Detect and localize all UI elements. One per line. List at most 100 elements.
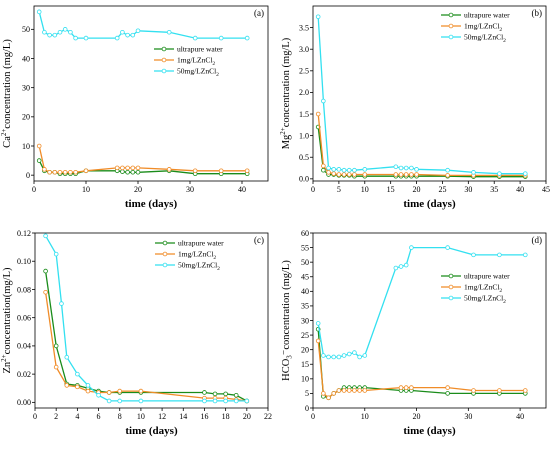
data-point <box>398 385 404 390</box>
data-point <box>68 169 73 175</box>
chart-panel-4: 0 10 20 30 40 0 5 10 15 20 25 30 35 40 45 50 55 60 time (d… <box>281 229 547 437</box>
y-tick-label: 30 <box>301 316 309 325</box>
x-tick-label: 0 <box>311 185 315 194</box>
data-point <box>497 388 502 393</box>
x-axis-title: time (days) <box>125 198 178 210</box>
legend-marker <box>448 295 454 301</box>
data-point <box>341 172 347 177</box>
data-point <box>117 398 123 404</box>
data-point <box>52 169 58 175</box>
legend-marker <box>161 57 167 63</box>
data-point <box>62 169 68 175</box>
y-tick-label: 50 <box>22 25 30 34</box>
data-point <box>120 165 125 171</box>
legend-label: 50mg/LZnCl2 <box>178 261 220 273</box>
data-point <box>409 172 414 177</box>
legend-label: ultrapure water <box>177 45 223 54</box>
y-tick-label: 10 <box>22 142 30 151</box>
data-point <box>445 245 450 250</box>
legend-label: ultrapure water <box>464 272 510 281</box>
x-tick-label: 20 <box>134 185 142 194</box>
data-point <box>53 251 59 257</box>
data-point <box>352 388 357 393</box>
y-tick-label: 0.08 <box>17 285 31 294</box>
legend-label: 1mg/LZnCl2 <box>464 283 502 295</box>
y-axis-title: Ca2+concentration (mg/L) <box>0 39 13 148</box>
data-point <box>130 165 136 171</box>
legend-label: 50mg/LZnCl2 <box>464 294 506 306</box>
data-point <box>106 390 112 395</box>
data-point <box>120 29 125 35</box>
x-tick-label: 0 <box>33 412 37 421</box>
data-point <box>315 338 321 344</box>
data-point <box>85 383 91 388</box>
y-tick-label: 50 <box>301 258 309 267</box>
y-tick-label: 15 <box>301 360 309 369</box>
data-point <box>83 168 89 174</box>
x-tick-label: 30 <box>464 412 472 421</box>
data-point <box>409 245 414 250</box>
data-point <box>445 173 450 178</box>
data-point <box>403 262 409 268</box>
data-point <box>106 398 112 404</box>
x-tick-label: 14 <box>179 412 187 421</box>
data-point <box>321 167 326 173</box>
data-point <box>96 392 101 398</box>
data-point <box>135 169 141 175</box>
data-point <box>135 165 141 171</box>
legend-marker <box>162 240 168 246</box>
data-point <box>336 388 342 393</box>
plot-frame <box>312 5 547 182</box>
data-point <box>471 252 476 258</box>
series-line-1 <box>44 271 248 402</box>
data-point <box>403 172 409 177</box>
data-point <box>341 353 347 358</box>
data-point <box>192 35 198 41</box>
x-tick-label: 40 <box>238 185 246 194</box>
data-point <box>192 168 198 174</box>
data-point <box>522 252 528 258</box>
data-point <box>52 32 58 38</box>
y-tick-label: 5 <box>305 389 309 398</box>
data-point <box>138 388 144 394</box>
panel-label: (d) <box>532 235 543 245</box>
x-tick-label: 45 <box>542 185 550 194</box>
data-point <box>445 391 450 396</box>
data-point <box>57 169 63 175</box>
data-point <box>212 398 218 404</box>
plot-frame <box>34 232 269 409</box>
x-tick-label: 20 <box>243 412 251 421</box>
data-point <box>233 392 239 398</box>
data-point <box>83 35 89 41</box>
data-point <box>36 158 42 163</box>
data-point <box>315 14 321 20</box>
y-axis-title: HCO3⁻concentration (mg/L) <box>281 260 294 381</box>
y-tick-label: 20 <box>22 113 30 122</box>
x-tick-label: 0 <box>32 185 36 194</box>
data-point <box>212 391 218 397</box>
data-point <box>202 398 207 404</box>
x-axis-title: time (days) <box>125 425 178 437</box>
legend-label: ultrapure water <box>178 239 224 248</box>
y-tick-label: 25 <box>301 331 309 340</box>
legend-label: 1mg/LZnCl2 <box>177 56 215 68</box>
x-tick-label: 10 <box>361 185 369 194</box>
series-line-2 <box>38 145 248 173</box>
x-tick-label: 10 <box>82 185 90 194</box>
x-tick-label: 30 <box>186 185 194 194</box>
legend-marker <box>448 23 454 29</box>
legend-label: ultrapure water <box>464 11 510 20</box>
x-tick-label: 40 <box>516 185 524 194</box>
data-point <box>125 165 130 171</box>
data-point <box>68 29 73 35</box>
data-point <box>202 390 207 395</box>
data-point <box>244 35 250 41</box>
x-tick-label: 20 <box>413 185 421 194</box>
data-point <box>233 398 239 404</box>
data-point <box>117 388 123 394</box>
data-point <box>409 385 414 390</box>
y-tick-label: 0.12 <box>17 229 31 238</box>
data-point <box>130 169 136 175</box>
